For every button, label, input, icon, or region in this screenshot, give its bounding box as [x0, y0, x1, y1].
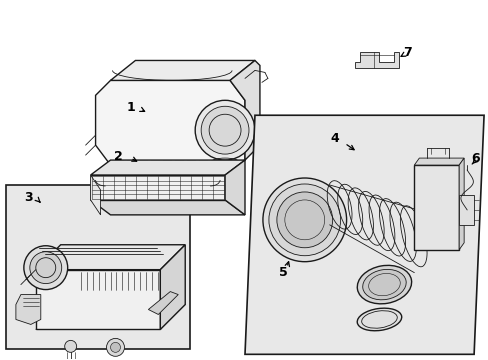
Polygon shape — [151, 160, 159, 167]
Polygon shape — [90, 200, 244, 215]
Polygon shape — [95, 80, 244, 165]
Polygon shape — [175, 160, 183, 167]
Circle shape — [201, 106, 248, 154]
Circle shape — [110, 342, 120, 352]
Circle shape — [106, 338, 124, 356]
Text: 5: 5 — [279, 266, 287, 279]
Text: 7: 7 — [402, 46, 411, 59]
Ellipse shape — [357, 308, 401, 331]
Circle shape — [64, 340, 77, 352]
Polygon shape — [36, 305, 185, 329]
Polygon shape — [223, 160, 230, 167]
Polygon shape — [413, 165, 458, 250]
Polygon shape — [90, 175, 224, 200]
Circle shape — [268, 184, 340, 256]
Circle shape — [195, 100, 254, 160]
Polygon shape — [127, 160, 135, 167]
Polygon shape — [199, 160, 207, 167]
Polygon shape — [224, 160, 244, 215]
Polygon shape — [36, 270, 160, 329]
Polygon shape — [139, 160, 147, 167]
Text: 6: 6 — [470, 152, 478, 165]
Circle shape — [30, 252, 61, 284]
Polygon shape — [187, 160, 195, 167]
Text: 3: 3 — [24, 192, 33, 204]
Circle shape — [263, 178, 346, 262]
Polygon shape — [413, 158, 463, 165]
Ellipse shape — [362, 269, 406, 300]
Polygon shape — [458, 158, 463, 250]
Polygon shape — [36, 245, 185, 270]
Polygon shape — [90, 175, 101, 215]
Circle shape — [24, 246, 67, 289]
Polygon shape — [90, 160, 244, 175]
Ellipse shape — [357, 265, 411, 304]
Text: 1: 1 — [126, 101, 135, 114]
Text: 2: 2 — [114, 150, 122, 163]
Polygon shape — [229, 60, 260, 160]
Polygon shape — [211, 160, 219, 167]
Polygon shape — [160, 245, 185, 329]
Polygon shape — [458, 195, 473, 225]
Circle shape — [276, 192, 332, 248]
Polygon shape — [16, 294, 41, 324]
Polygon shape — [115, 160, 123, 167]
Bar — [6, 185, 190, 349]
Polygon shape — [354, 53, 399, 68]
Polygon shape — [110, 60, 254, 80]
Polygon shape — [244, 115, 483, 354]
Text: 4: 4 — [329, 132, 338, 145]
Polygon shape — [163, 160, 171, 167]
Polygon shape — [148, 292, 178, 315]
